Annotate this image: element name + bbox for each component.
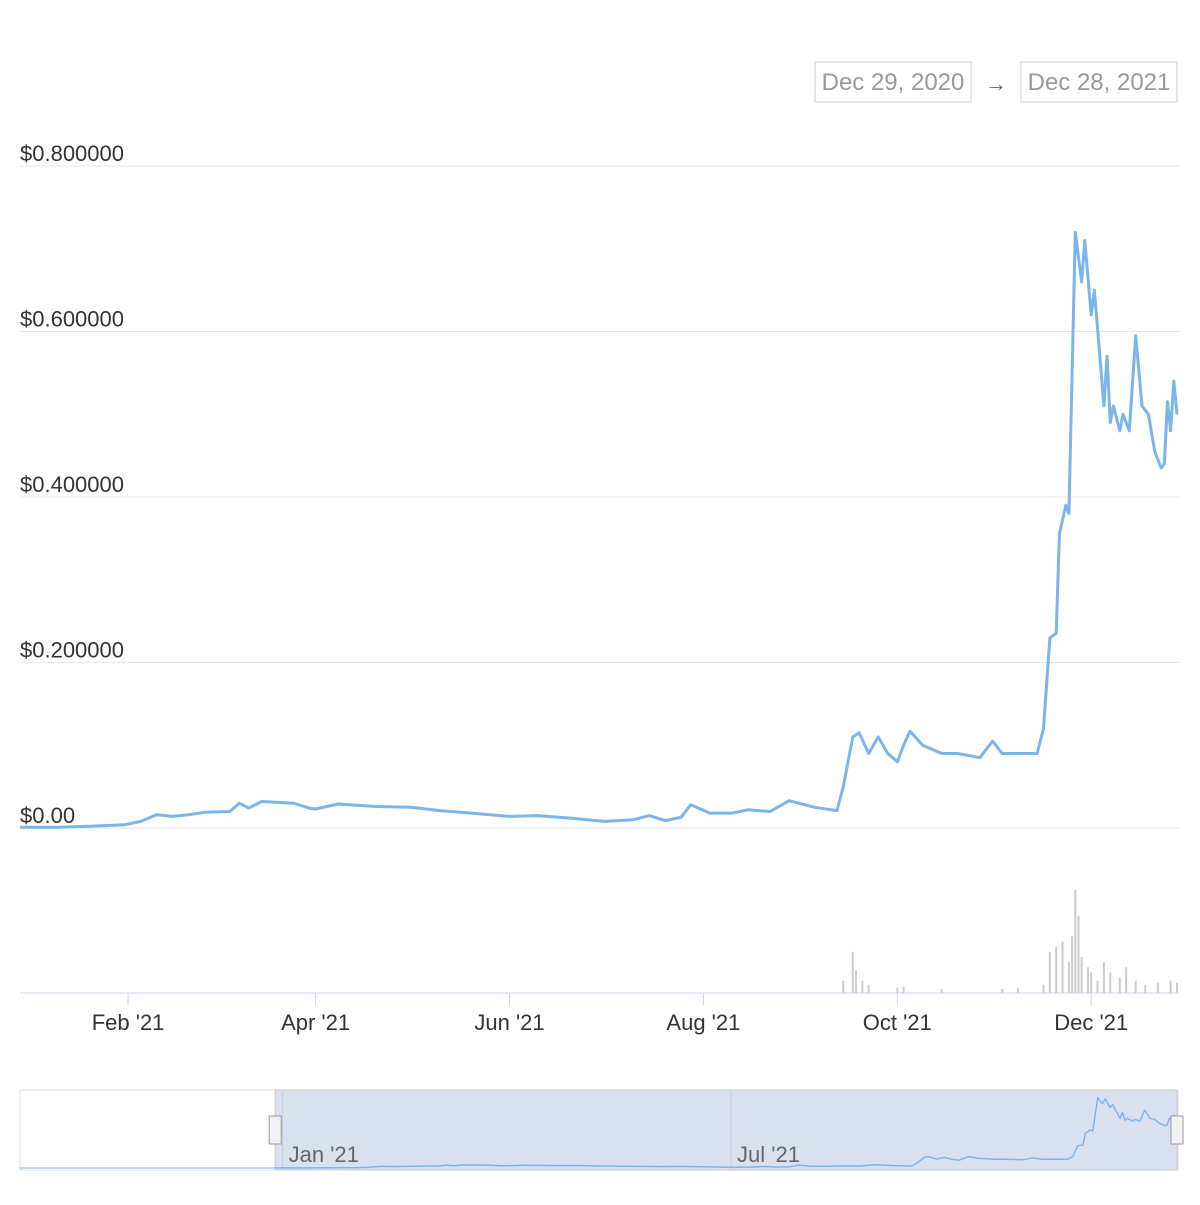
volume-bar	[1102, 962, 1105, 993]
volume-bar	[1125, 967, 1128, 993]
x-tick-label: Dec '21	[1054, 1010, 1128, 1035]
navigator-handle[interactable]	[1170, 1115, 1184, 1145]
volume-bar	[1156, 982, 1159, 993]
volume-bar	[902, 986, 905, 993]
volume-bar	[854, 970, 857, 993]
navigator-tick-label: Jan '21	[289, 1142, 359, 1167]
x-tick-label: Feb '21	[92, 1010, 165, 1035]
navigator-mask	[274, 1089, 1178, 1171]
y-tick-label: $0.200000	[20, 638, 124, 663]
volume-bar	[1118, 977, 1121, 993]
y-tick-label: $0.600000	[20, 307, 124, 332]
range-to[interactable]: Dec 28, 2021	[1028, 69, 1171, 96]
x-tick-label: Oct '21	[863, 1010, 932, 1035]
volume-bar	[1087, 967, 1089, 993]
range-to-box[interactable]	[1020, 61, 1178, 103]
volume-bar	[1096, 980, 1099, 993]
price-line	[20, 230, 1179, 829]
volume-bar	[1055, 946, 1058, 993]
volume-bar	[1169, 980, 1172, 993]
volume-bar	[1176, 982, 1178, 993]
x-tick-label: Jun '21	[474, 1010, 544, 1035]
volume-bar	[851, 951, 854, 993]
volume-bar	[1071, 936, 1074, 993]
volume-bar	[1042, 984, 1045, 993]
volume-bar	[867, 984, 870, 993]
volume-bar	[940, 988, 943, 993]
x-tick-label: Aug '21	[666, 1010, 740, 1035]
navigator-handle[interactable]	[268, 1115, 282, 1145]
volume-bar	[861, 980, 864, 993]
volume-bar	[1067, 962, 1070, 993]
volume-bar	[1001, 988, 1004, 993]
volume-bar	[1090, 972, 1093, 993]
volume-bar	[1134, 980, 1137, 993]
volume-bar	[1074, 890, 1077, 993]
volume-bar	[896, 987, 899, 993]
volume-bar	[1080, 956, 1083, 993]
volume-bar	[1048, 951, 1051, 993]
range-from-box[interactable]	[814, 61, 972, 103]
volume-bar	[842, 980, 845, 993]
navigator-line	[275, 1097, 1178, 1169]
volume-bar	[1061, 941, 1064, 993]
y-tick-label: $0.800000	[20, 141, 124, 166]
volume-bar	[1109, 972, 1112, 993]
range-arrow: →	[985, 71, 1007, 96]
y-tick-label: $0.00	[20, 803, 75, 828]
range-from[interactable]: Dec 29, 2020	[822, 69, 965, 96]
volume-bar	[1077, 915, 1080, 993]
y-tick-label: $0.400000	[20, 472, 124, 497]
volume-bar	[1017, 987, 1020, 993]
x-tick-label: Apr '21	[281, 1010, 350, 1035]
navigator-tick-label: Jul '21	[737, 1142, 800, 1167]
volume-bar	[1144, 984, 1147, 993]
